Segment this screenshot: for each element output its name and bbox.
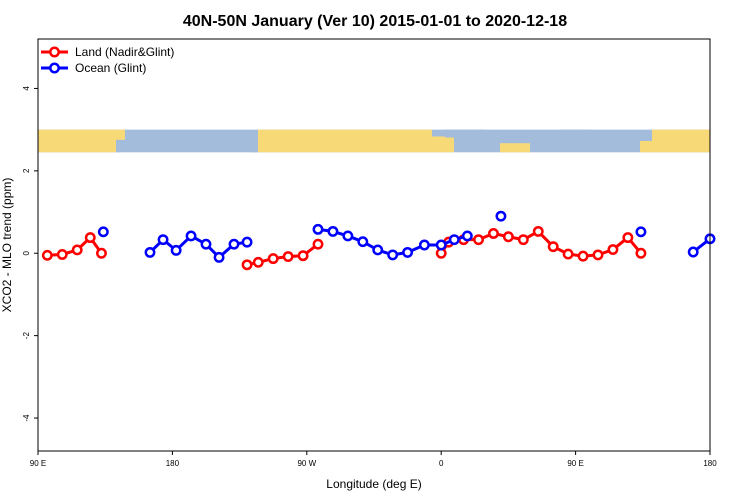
x-tick-label: 90 E [30, 459, 46, 468]
data-point-ocean [170, 244, 182, 256]
y-tick-label: 2 [22, 168, 31, 173]
map-strip-coast [250, 140, 258, 153]
data-point-ocean [461, 230, 473, 242]
data-point-ocean [635, 226, 647, 238]
data-point-ocean [387, 249, 399, 261]
data-point-land [96, 247, 107, 259]
x-tick-label: 90 W [297, 459, 316, 468]
legend-marker-land [49, 46, 60, 58]
data-point-ocean [228, 238, 240, 250]
data-point-ocean [200, 238, 212, 250]
data-point-land [71, 244, 83, 256]
data-point-ocean [327, 225, 339, 237]
x-axis-label: Longitude (deg E) [326, 477, 421, 491]
plot-frame [37, 38, 711, 452]
data-point-ocean [157, 234, 169, 246]
data-point-land [488, 228, 499, 239]
data-point-ocean [372, 244, 384, 256]
data-point-ocean [185, 230, 197, 242]
data-point-ocean [402, 246, 414, 258]
data-point-ocean [97, 226, 109, 238]
map-strip-coast [560, 129, 590, 136]
data-point-land [607, 244, 619, 255]
data-point-land [241, 259, 253, 271]
map-strip-coast [116, 142, 120, 153]
map-strip-coast [116, 129, 125, 140]
data-point-ocean [213, 251, 225, 263]
data-point-land [635, 247, 647, 259]
map-strip [38, 129, 710, 153]
map-strip-coast [432, 136, 454, 153]
legend-label-land: Land (Nadir&Glint) [75, 45, 174, 59]
data-point-land [577, 250, 589, 262]
data-point-ocean [312, 223, 324, 235]
data-point-land [592, 249, 604, 261]
legend: Land (Nadir&Glint) Ocean (Glint) [41, 45, 174, 75]
data-point-ocean [495, 210, 507, 222]
legend-label-ocean: Ocean (Glint) [75, 61, 146, 75]
map-strip-coast [445, 129, 485, 138]
data-point-land [517, 234, 529, 246]
data-point-land [282, 251, 294, 262]
data-point-land [502, 231, 514, 243]
y-tick-label: -4 [22, 414, 31, 422]
data-point-ocean [241, 236, 253, 248]
data-point-land [532, 225, 544, 237]
data-point-ocean [357, 236, 369, 248]
data-point-land [84, 232, 96, 244]
x-tick-label: 90 E [567, 459, 583, 468]
data-point-land [41, 249, 53, 261]
data-point-land [547, 241, 559, 253]
map-strip-coast [500, 143, 530, 153]
data-point-ocean [144, 246, 156, 258]
map-strip-coast [640, 140, 652, 153]
data-point-land [56, 249, 68, 260]
y-tick-label: -2 [22, 332, 31, 340]
data-point-ocean [435, 239, 447, 251]
data-point-land [622, 232, 634, 244]
data-point-land [297, 250, 309, 262]
series-land [41, 225, 647, 271]
data-point-land [473, 234, 484, 246]
x-tick-label: 180 [166, 459, 180, 468]
y-tick-label: 0 [22, 250, 31, 255]
data-point-land [312, 238, 324, 250]
y-tick-label: 4 [22, 86, 31, 91]
data-point-ocean [448, 234, 460, 246]
map-strip-land [258, 129, 432, 153]
x-tick-label: 180 [703, 459, 717, 468]
chart-title: 40N-50N January (Ver 10) 2015-01-01 to 2… [183, 13, 567, 30]
data-point-land [267, 253, 279, 265]
x-tick-label: 0 [439, 459, 444, 468]
data-point-land [252, 256, 264, 268]
y-axis-label: XCO2 - MLO trend (ppm) [0, 178, 14, 313]
map-strip-land [38, 129, 116, 153]
data-point-ocean [342, 230, 354, 242]
series-ocean [97, 210, 716, 263]
data-point-ocean [418, 239, 430, 251]
legend-marker-ocean [49, 62, 60, 74]
data-point-ocean [687, 246, 699, 258]
map-strip-land [652, 129, 710, 153]
data-point-land [562, 248, 574, 260]
